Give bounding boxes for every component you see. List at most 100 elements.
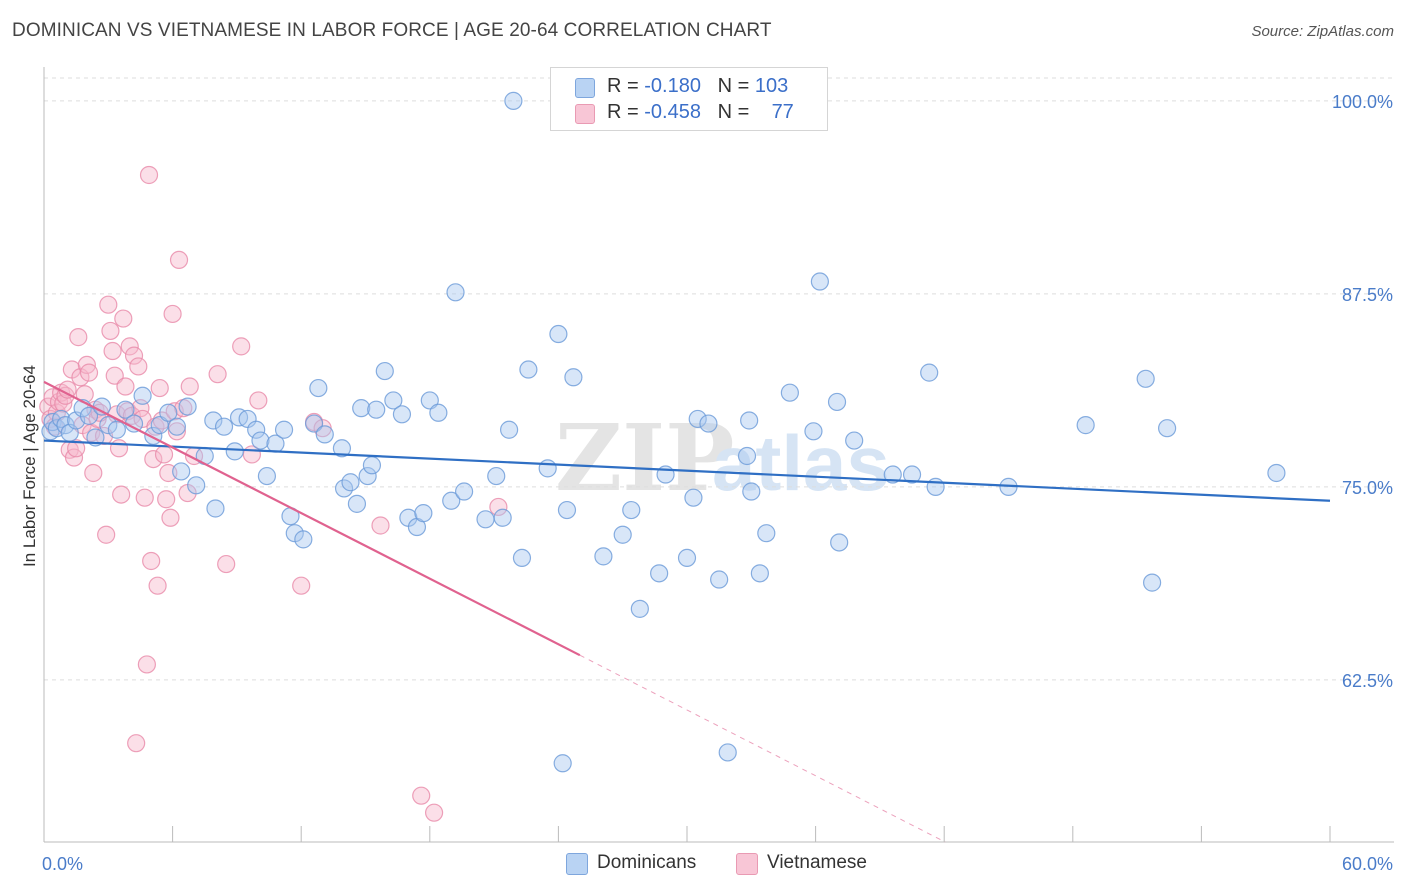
vietnamese-point bbox=[69, 328, 88, 347]
vietnamese-point bbox=[101, 321, 120, 341]
vietnamese-point bbox=[292, 576, 311, 595]
vietnamese-point bbox=[103, 341, 122, 361]
vietnamese-point bbox=[163, 304, 182, 324]
dominican-point bbox=[375, 361, 394, 381]
vietnamese-point bbox=[142, 551, 161, 571]
vietnamese-point bbox=[137, 655, 156, 674]
vietnamese-point bbox=[58, 380, 77, 399]
vietnamese-point bbox=[84, 463, 103, 483]
vietnamese-point bbox=[144, 449, 163, 469]
vietnamese-point bbox=[150, 378, 169, 398]
dominican-point bbox=[476, 510, 495, 529]
dominican-point bbox=[699, 414, 718, 433]
dominican-point bbox=[251, 431, 270, 450]
dominican-point bbox=[172, 462, 191, 481]
dominican-point bbox=[99, 416, 118, 435]
dominican-point bbox=[1143, 573, 1162, 592]
dominican-point bbox=[902, 465, 922, 484]
vietnamese-point bbox=[99, 295, 118, 314]
dominican-point bbox=[757, 524, 776, 543]
dominican-point bbox=[167, 417, 186, 436]
dominican-point bbox=[504, 91, 523, 110]
dominican-point bbox=[883, 465, 902, 484]
legend-row-dominicans: R = -0.180 N = 103 bbox=[575, 75, 788, 101]
vietnamese-point bbox=[161, 508, 180, 527]
axes bbox=[43, 67, 1394, 843]
vietnamese-point bbox=[116, 377, 135, 396]
dominican-point bbox=[845, 431, 864, 450]
dominican-point bbox=[362, 456, 382, 475]
vietnamese-point bbox=[208, 365, 227, 384]
legend-row-vietnamese: R = -0.458 N = 77 bbox=[575, 101, 794, 127]
dominican-point bbox=[804, 422, 823, 441]
dominican-point bbox=[225, 442, 244, 461]
legend-label-vietnamese: Vietnamese bbox=[767, 852, 867, 873]
vietnamese-point bbox=[112, 485, 131, 504]
vietnamese-point bbox=[79, 363, 99, 382]
vietnamese-point bbox=[424, 803, 444, 822]
dominican-point bbox=[341, 473, 360, 492]
dominican-r-value: -0.180 bbox=[644, 75, 701, 97]
vietnamese-point bbox=[114, 309, 133, 328]
dominican-point bbox=[454, 482, 474, 501]
dominican-point bbox=[315, 425, 334, 444]
dominican-n-value: 103 bbox=[754, 75, 789, 97]
dominican-point bbox=[332, 439, 352, 458]
dominican-point bbox=[519, 360, 538, 379]
dominican-point bbox=[827, 392, 847, 412]
vietnamese-point bbox=[371, 516, 390, 535]
dominican-point bbox=[688, 409, 707, 429]
dominican-point bbox=[446, 283, 465, 302]
vietnamese-r-value: -0.458 bbox=[644, 101, 701, 123]
dominican-point bbox=[613, 525, 632, 544]
dominican-point bbox=[500, 420, 519, 439]
vietnamese-point bbox=[135, 488, 154, 507]
vietnamese-point bbox=[412, 786, 431, 805]
vietnamese-point bbox=[139, 165, 159, 185]
tick-labels: 62.5% 75.0% 87.5% 100.0% 0.0% 60.0% bbox=[42, 92, 1393, 874]
dominican-point bbox=[392, 405, 412, 424]
vietnamese-point bbox=[167, 422, 186, 441]
dominican-point bbox=[1076, 416, 1095, 435]
chart-title: DOMINICAN VS VIETNAMESE IN LABOR FORCE |… bbox=[12, 20, 772, 41]
dominican-point bbox=[677, 548, 697, 568]
dominican-point bbox=[750, 564, 769, 583]
dominican-point bbox=[630, 599, 649, 618]
dominican-point bbox=[214, 417, 234, 436]
dominican-point bbox=[1267, 463, 1286, 483]
dominican-point bbox=[274, 420, 294, 439]
y-tick-label: 87.5% bbox=[1342, 285, 1393, 305]
watermark-zip: ZIP bbox=[555, 404, 734, 512]
dominican-point bbox=[384, 391, 403, 410]
dominican-points bbox=[41, 91, 1286, 773]
dominican-point bbox=[133, 386, 152, 405]
stats-legend: R = -0.180 N = 103 R = -0.458 N = 77 bbox=[550, 67, 828, 131]
dominican-point bbox=[718, 743, 737, 762]
vietnamese-point bbox=[97, 525, 116, 544]
vietnamese-trendline-extension bbox=[579, 654, 946, 843]
dominican-point bbox=[116, 400, 135, 419]
dominican-point bbox=[1136, 369, 1155, 388]
vietnamese-point bbox=[154, 445, 174, 464]
gridlines bbox=[44, 77, 1394, 681]
vietnamese-points bbox=[39, 165, 508, 822]
vietnamese-n-value: 77 bbox=[771, 101, 794, 123]
dominican-point bbox=[429, 403, 448, 422]
dominican-point bbox=[810, 272, 829, 291]
dominican-point bbox=[737, 446, 757, 466]
vietnamese-point bbox=[148, 576, 167, 595]
dominican-point bbox=[830, 533, 849, 552]
dominican-point bbox=[247, 420, 266, 439]
y-tick-label: 75.0% bbox=[1342, 478, 1393, 498]
dominican-point bbox=[420, 391, 439, 410]
dominican-point bbox=[650, 564, 669, 583]
y-tick-label: 100.0% bbox=[1332, 92, 1393, 112]
dominican-point bbox=[79, 406, 99, 425]
trendlines bbox=[43, 380, 1331, 843]
vietnamese-point bbox=[120, 337, 139, 356]
watermark-atlas: atlas bbox=[712, 419, 890, 507]
pink-swatch bbox=[575, 104, 595, 124]
dominican-point bbox=[553, 754, 572, 773]
vietnamese-point bbox=[232, 337, 251, 356]
